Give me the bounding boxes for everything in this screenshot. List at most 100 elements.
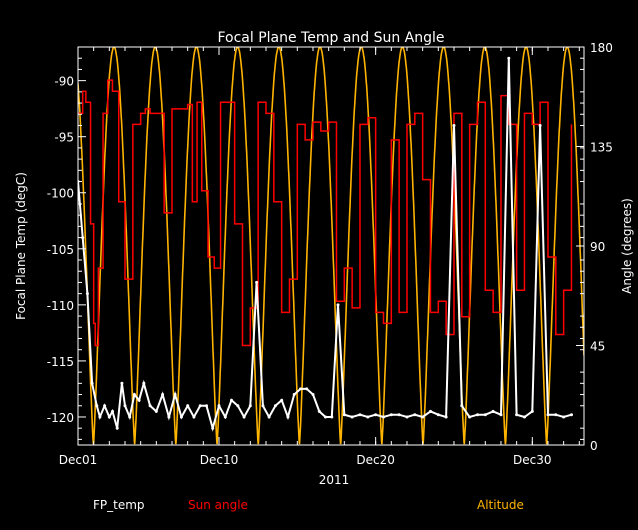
fp-temp-point	[342, 413, 346, 417]
y2-axis-label: Angle (degrees)	[620, 198, 634, 294]
fp-temp-point	[538, 124, 542, 127]
fp-temp-point	[299, 387, 302, 391]
fp-temp-point	[161, 393, 165, 396]
fp-temp-point	[554, 413, 558, 417]
legend-item-fp-temp: FP_temp	[93, 498, 145, 512]
fp-temp-point	[192, 415, 196, 419]
x-tick-label: Dec30	[513, 453, 552, 467]
fp-temp-point	[421, 415, 425, 419]
fp-temp-point	[562, 415, 566, 419]
fp-temp-point	[123, 404, 127, 408]
fp-temp-point	[350, 415, 354, 419]
legend-item-altitude: Altitude	[477, 498, 524, 512]
fp-temp-point	[173, 393, 177, 396]
fp-temp-point	[103, 404, 107, 408]
fp-temp-point	[236, 404, 240, 408]
fp-temp-point	[98, 415, 102, 419]
legend: FP_temp Sun angle Altitude	[93, 498, 524, 512]
fp-temp-point	[523, 415, 526, 419]
fp-temp-point	[81, 236, 85, 240]
fp-temp-point	[137, 398, 141, 402]
y-axis-label: Focal Plane Temp (degC)	[14, 172, 28, 320]
fp-temp-point	[111, 409, 114, 413]
fp-temp-point	[483, 413, 487, 417]
fp-temp-point	[460, 404, 464, 408]
fp-temp-point	[507, 56, 511, 60]
x-tick-label: Dec01	[59, 453, 98, 467]
axes-layer: -90 -95 -100 -105 -110 -115 -120 0 45 90 135 180 Dec…	[47, 41, 613, 467]
y-tick-label: -90	[54, 75, 74, 89]
fp-temp-point	[179, 415, 183, 419]
y2-tick-label: 0	[590, 439, 598, 453]
fp-temp-point	[429, 409, 432, 413]
fp-temp-point	[198, 404, 202, 408]
fp-temp-point	[255, 280, 259, 284]
fp-temp-point	[324, 415, 327, 419]
fp-temp-point	[491, 409, 495, 413]
fp-temp-point	[107, 415, 111, 419]
y-tick-label: -105	[47, 243, 74, 257]
fp-temp-point	[242, 415, 246, 419]
fp-temp-point	[311, 393, 315, 396]
fp-temp-point	[286, 415, 290, 419]
fp-temp-point	[186, 404, 190, 408]
fp-temp-point	[366, 415, 370, 419]
fp-temp-point	[452, 124, 456, 127]
fp-temp-point	[132, 393, 136, 396]
fp-temp-point	[317, 409, 321, 413]
fp-temp-point	[85, 292, 89, 296]
fp-temp-point	[154, 409, 158, 413]
fp-temp-point	[148, 404, 152, 408]
fp-temp-point	[405, 415, 409, 419]
chart-title: Focal Plane Temp and Sun Angle	[217, 30, 444, 46]
fp-temp-point	[499, 413, 503, 417]
fp-temp-point	[280, 398, 284, 402]
fp-temp-point	[374, 413, 378, 417]
y2-tick-label: 90	[590, 240, 605, 254]
fp-temp-point	[292, 393, 296, 396]
fp-temp-point	[217, 404, 221, 408]
fp-temp-point	[267, 415, 271, 419]
y2-tick-label: 180	[590, 41, 613, 55]
fp-temp-point	[546, 413, 550, 417]
fp-temp-point	[336, 303, 340, 307]
fp-temp-point	[167, 415, 171, 419]
fp-temp-point	[389, 413, 393, 417]
fp-temp-point	[397, 413, 401, 417]
fp-temp-point	[530, 409, 534, 413]
fp-temp-point	[115, 426, 119, 430]
fp-temp-point	[570, 413, 573, 417]
fp-temp-point	[413, 413, 417, 417]
series-altitude	[78, 47, 584, 445]
y-tick-label: -95	[54, 131, 74, 145]
y2-tick-label: 45	[590, 340, 605, 354]
x-tick-label: Dec10	[200, 453, 239, 467]
series-sun-angle	[78, 79, 573, 347]
fp-temp-point	[273, 404, 277, 408]
fp-temp-point	[382, 415, 385, 419]
fp-temp-point	[468, 415, 472, 419]
y-tick-label: -120	[47, 411, 74, 425]
fp-temp-point	[358, 413, 362, 417]
y-tick-label: -100	[47, 187, 74, 201]
legend-item-sun-angle: Sun angle	[188, 498, 248, 512]
fp-temp-point	[261, 404, 265, 408]
fp-temp-point	[515, 413, 519, 417]
fp-temp-point	[128, 415, 132, 419]
fp-temp-point	[330, 415, 334, 419]
y2-tick-label: 135	[590, 141, 613, 155]
fp-temp-point	[248, 404, 252, 408]
fp-temp-point	[476, 413, 479, 417]
series-layer	[78, 47, 584, 445]
fp-temp-point	[142, 381, 146, 385]
fp-temp-point	[444, 415, 448, 419]
fp-temp-point	[305, 387, 309, 391]
fp-temp-point	[90, 381, 94, 385]
fp-temp-point	[211, 426, 215, 430]
fp-temp-point	[436, 413, 440, 417]
fp-temp-point	[223, 415, 227, 419]
y-tick-label: -115	[47, 355, 74, 369]
y-tick-label: -110	[47, 299, 74, 313]
fp-temp-point	[120, 381, 124, 385]
